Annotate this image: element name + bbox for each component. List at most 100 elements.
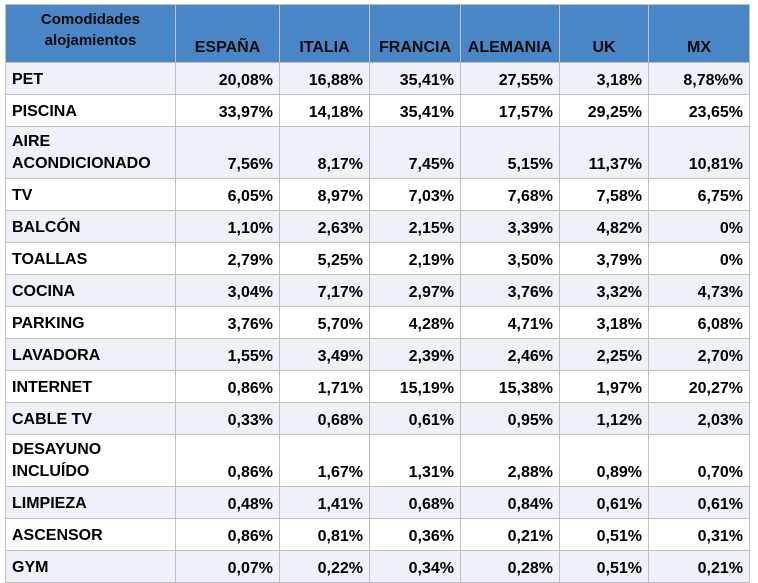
table-cell: 7,17%	[279, 274, 370, 307]
table-cell: 5,70%	[279, 306, 370, 339]
table-row: DESAYUNO INCLUÍDO 0,86% 1,67% 1,31% 2,88% 0,8…	[5, 434, 750, 487]
table-cell: 17,57%	[460, 94, 560, 127]
table-cell: 15,19%	[369, 370, 461, 403]
table-cell: 0%	[648, 210, 750, 243]
table-cell: 3,32%	[559, 274, 649, 307]
table-row: PARKING 3,76% 5,70% 4,28% 4,71% 3,18% 6,08%	[5, 306, 750, 339]
table-row: CABLE TV 0,33% 0,68% 0,61% 0,95% 1,12% 2,03%	[5, 402, 750, 435]
table-cell: 0,61%	[648, 486, 750, 519]
table-cell: 1,31%	[369, 434, 461, 487]
row-label: GYM	[5, 550, 176, 583]
table-cell: 2,70%	[648, 338, 750, 371]
column-header-alemania: ALEMANIA	[460, 4, 560, 63]
table-body: PET 20,08% 16,88% 35,41% 27,55% 3,18% 8,78%% PI…	[5, 62, 750, 583]
table-cell: 5,25%	[279, 242, 370, 275]
table-cell: 0,31%	[648, 518, 750, 551]
column-header-italia: ITALIA	[279, 4, 370, 63]
table-cell: 2,79%	[175, 242, 280, 275]
row-label: BALCÓN	[5, 210, 176, 243]
table-cell: 4,73%	[648, 274, 750, 307]
row-label: PISCINA	[5, 94, 176, 127]
table-cell: 20,08%	[175, 62, 280, 95]
table-cell: 3,18%	[559, 306, 649, 339]
table-row: PISCINA 33,97% 14,18% 35,41% 17,57% 29,25% 23,…	[5, 94, 750, 127]
table-cell: 20,27%	[648, 370, 750, 403]
table-cell: 0,36%	[369, 518, 461, 551]
amenities-table: Comodidades alojamientos ESPAÑA ITALIA F…	[5, 4, 750, 583]
row-label: INTERNET	[5, 370, 176, 403]
table-cell: 2,39%	[369, 338, 461, 371]
table-cell: 0,89%	[559, 434, 649, 487]
row-label: AIRE ACONDICIONADO	[5, 126, 176, 179]
table-cell: 33,97%	[175, 94, 280, 127]
table-cell: 0,86%	[175, 518, 280, 551]
table-row: TOALLAS 2,79% 5,25% 2,19% 3,50% 3,79% 0%	[5, 242, 750, 275]
table-cell: 0,68%	[279, 402, 370, 435]
table-cell: 0,33%	[175, 402, 280, 435]
table-cell: 0,61%	[559, 486, 649, 519]
table-cell: 0,28%	[460, 550, 560, 583]
table-cell: 23,65%	[648, 94, 750, 127]
table-cell: 4,82%	[559, 210, 649, 243]
table-cell: 0,51%	[559, 550, 649, 583]
table-cell: 0,81%	[279, 518, 370, 551]
corner-header: Comodidades alojamientos	[5, 4, 176, 63]
table-cell: 1,10%	[175, 210, 280, 243]
row-label: ASCENSOR	[5, 518, 176, 551]
table-cell: 8,17%	[279, 126, 370, 179]
table-cell: 0,34%	[369, 550, 461, 583]
row-label: PARKING	[5, 306, 176, 339]
table-cell: 2,15%	[369, 210, 461, 243]
table-cell: 7,68%	[460, 178, 560, 211]
table-cell: 8,97%	[279, 178, 370, 211]
table-cell: 6,05%	[175, 178, 280, 211]
table-row: PET 20,08% 16,88% 35,41% 27,55% 3,18% 8,78%%	[5, 62, 750, 95]
table-cell: 0,22%	[279, 550, 370, 583]
table-cell: 8,78%%	[648, 62, 750, 95]
row-label: TOALLAS	[5, 242, 176, 275]
table-cell: 3,39%	[460, 210, 560, 243]
table-cell: 4,71%	[460, 306, 560, 339]
table-cell: 0,95%	[460, 402, 560, 435]
table-cell: 0%	[648, 242, 750, 275]
header-row: Comodidades alojamientos ESPAÑA ITALIA F…	[5, 4, 750, 63]
table-row: BALCÓN 1,10% 2,63% 2,15% 3,39% 4,82% 0%	[5, 210, 750, 243]
table-cell: 16,88%	[279, 62, 370, 95]
table-cell: 1,12%	[559, 402, 649, 435]
table-cell: 2,03%	[648, 402, 750, 435]
table-cell: 3,04%	[175, 274, 280, 307]
table-cell: 0,68%	[369, 486, 461, 519]
row-label: DESAYUNO INCLUÍDO	[5, 434, 176, 487]
table-row: COCINA 3,04% 7,17% 2,97% 3,76% 3,32% 4,73%	[5, 274, 750, 307]
table-row: LAVADORA 1,55% 3,49% 2,39% 2,46% 2,25% 2,70%	[5, 338, 750, 371]
table-cell: 29,25%	[559, 94, 649, 127]
table-cell: 3,76%	[175, 306, 280, 339]
column-header-francia: FRANCIA	[369, 4, 461, 63]
table-cell: 7,03%	[369, 178, 461, 211]
row-label: LAVADORA	[5, 338, 176, 371]
row-label: TV	[5, 178, 176, 211]
table-cell: 0,86%	[175, 370, 280, 403]
table-cell: 2,46%	[460, 338, 560, 371]
table-cell: 0,21%	[648, 550, 750, 583]
table-cell: 10,81%	[648, 126, 750, 179]
table-cell: 0,48%	[175, 486, 280, 519]
table-cell: 1,55%	[175, 338, 280, 371]
table-cell: 3,76%	[460, 274, 560, 307]
table-cell: 0,70%	[648, 434, 750, 487]
table-row: GYM 0,07% 0,22% 0,34% 0,28% 0,51% 0,21%	[5, 550, 750, 583]
table-cell: 7,45%	[369, 126, 461, 179]
table-row: TV 6,05% 8,97% 7,03% 7,68% 7,58% 6,75%	[5, 178, 750, 211]
amenities-table-container: Comodidades alojamientos ESPAÑA ITALIA F…	[5, 4, 750, 583]
table-cell: 15,38%	[460, 370, 560, 403]
table-row: ASCENSOR 0,86% 0,81% 0,36% 0,21% 0,51% 0,31%	[5, 518, 750, 551]
table-cell: 5,15%	[460, 126, 560, 179]
table-row: LIMPIEZA 0,48% 1,41% 0,68% 0,84% 0,61% 0,61%	[5, 486, 750, 519]
row-label: COCINA	[5, 274, 176, 307]
table-cell: 27,55%	[460, 62, 560, 95]
table-cell: 0,84%	[460, 486, 560, 519]
table-cell: 14,18%	[279, 94, 370, 127]
column-header-uk: UK	[559, 4, 649, 63]
table-cell: 0,86%	[175, 434, 280, 487]
row-label: LIMPIEZA	[5, 486, 176, 519]
